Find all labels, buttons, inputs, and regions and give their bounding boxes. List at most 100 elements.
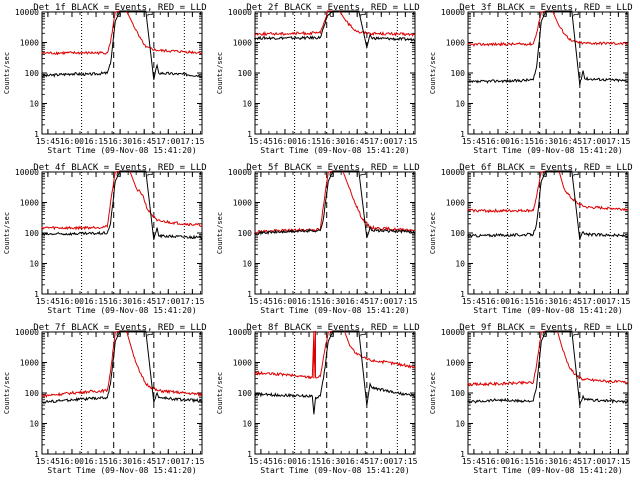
y-tick-label: 1 bbox=[34, 290, 39, 299]
panel-title: Det 3f BLACK = Events, RED = LLD bbox=[459, 3, 632, 13]
x-tick-label: 16:15 bbox=[297, 457, 321, 466]
events-series-line bbox=[467, 170, 629, 240]
x-axis-label: Start Time (09-Nov-08 15:41:20) bbox=[473, 146, 622, 155]
x-tick-label: 16:45 bbox=[345, 137, 369, 146]
x-tick-label: 16:30 bbox=[321, 137, 345, 146]
x-tick-label: 15:45 bbox=[36, 137, 60, 146]
peak-marker: o bbox=[116, 10, 121, 20]
y-tick-label: 1 bbox=[460, 450, 465, 459]
y-tick-label: 1000 bbox=[20, 359, 39, 368]
corner-marker: ⌐ bbox=[573, 171, 578, 181]
lld-series-line bbox=[41, 330, 203, 399]
x-tick-label: 16:00 bbox=[60, 297, 84, 306]
panel-title: Det 2f BLACK = Events, RED = LLD bbox=[246, 3, 419, 13]
y-tick-label: 10 bbox=[29, 260, 39, 269]
lld-series-line bbox=[467, 10, 629, 47]
x-tick-label: 16:45 bbox=[345, 457, 369, 466]
y-axis-label: Counts/sec bbox=[429, 52, 437, 94]
plot-frame bbox=[254, 171, 416, 295]
y-tick-label: 1 bbox=[34, 450, 39, 459]
detector-panel: Det 1f BLACK = Events, RED = LLD 1 10 100 10… bbox=[3, 3, 207, 155]
corner-marker: ⌐ bbox=[147, 171, 152, 181]
x-tick-label: 17:00 bbox=[369, 457, 393, 466]
x-tick-label: 16:30 bbox=[321, 297, 345, 306]
x-tick-label: 17:15 bbox=[393, 137, 417, 146]
corner-marker: ⌐ bbox=[147, 11, 152, 21]
y-tick-label: 10000 bbox=[228, 8, 252, 17]
x-tick-label: 15:45 bbox=[249, 137, 273, 146]
corner-marker: ⌐ bbox=[360, 331, 365, 341]
x-tick-label: 17:15 bbox=[606, 297, 630, 306]
y-tick-label: 1 bbox=[460, 290, 465, 299]
events-series-line bbox=[41, 170, 203, 241]
panel-title: Det 5f BLACK = Events, RED = LLD bbox=[246, 163, 419, 173]
x-tick-label: 16:00 bbox=[273, 137, 297, 146]
events-series-line bbox=[467, 10, 629, 86]
x-tick-label: 15:45 bbox=[36, 297, 60, 306]
y-tick-label: 1000 bbox=[20, 199, 39, 208]
x-tick-label: 16:30 bbox=[108, 457, 132, 466]
y-tick-label: 1 bbox=[247, 450, 252, 459]
y-tick-label: 1000 bbox=[233, 359, 252, 368]
y-tick-label: 10000 bbox=[15, 168, 39, 177]
events-series-line bbox=[41, 10, 203, 80]
lld-series-line bbox=[41, 170, 203, 231]
lld-series-line bbox=[467, 330, 628, 387]
x-tick-label: 16:30 bbox=[534, 297, 558, 306]
y-tick-label: 10000 bbox=[15, 8, 39, 17]
y-tick-label: 10 bbox=[29, 420, 39, 429]
x-tick-label: 17:00 bbox=[582, 297, 606, 306]
x-tick-label: 15:45 bbox=[249, 457, 273, 466]
peak-marker: o bbox=[329, 170, 334, 180]
y-tick-label: 1 bbox=[247, 290, 252, 299]
y-tick-label: 100 bbox=[451, 389, 466, 398]
y-tick-label: 10 bbox=[455, 260, 465, 269]
y-tick-label: 10 bbox=[242, 260, 252, 269]
y-tick-label: 1000 bbox=[233, 199, 252, 208]
x-tick-label: 17:15 bbox=[606, 457, 630, 466]
y-axis-label: Counts/sec bbox=[216, 212, 224, 254]
x-tick-label: 16:15 bbox=[510, 297, 534, 306]
x-tick-label: 16:30 bbox=[534, 457, 558, 466]
x-tick-label: 16:00 bbox=[486, 457, 510, 466]
lld-series-line bbox=[254, 10, 416, 37]
x-axis-label: Start Time (09-Nov-08 15:41:20) bbox=[473, 306, 622, 315]
y-tick-label: 10 bbox=[29, 100, 39, 109]
x-tick-label: 16:15 bbox=[297, 137, 321, 146]
corner-marker: ⌐ bbox=[360, 171, 365, 181]
x-tick-label: 16:00 bbox=[60, 457, 84, 466]
y-axis-label: Counts/sec bbox=[3, 372, 11, 414]
x-axis-label: Start Time (09-Nov-08 15:41:20) bbox=[47, 306, 196, 315]
x-tick-label: 16:45 bbox=[558, 297, 582, 306]
y-axis-label: Counts/sec bbox=[216, 52, 224, 94]
plot-frame bbox=[467, 331, 629, 455]
panel-title: Det 6f BLACK = Events, RED = LLD bbox=[459, 163, 632, 173]
plot-frame bbox=[467, 11, 629, 135]
detector-panel: Det 8f BLACK = Events, RED = LLD 1 10 100 10… bbox=[216, 323, 420, 475]
x-tick-label: 16:45 bbox=[132, 297, 156, 306]
x-tick-label: 16:45 bbox=[558, 457, 582, 466]
x-tick-label: 16:45 bbox=[558, 137, 582, 146]
detector-panel: Det 9f BLACK = Events, RED = LLD 1 10 100 10… bbox=[429, 323, 633, 475]
plot-frame bbox=[41, 171, 203, 295]
y-tick-label: 10000 bbox=[441, 328, 465, 337]
x-tick-label: 16:15 bbox=[510, 457, 534, 466]
corner-marker: ⌐ bbox=[147, 331, 152, 341]
lld-series-line bbox=[41, 10, 203, 56]
x-tick-label: 16:00 bbox=[60, 137, 84, 146]
x-tick-label: 17:15 bbox=[393, 297, 417, 306]
detector-panel: Det 6f BLACK = Events, RED = LLD 1 10 100 10… bbox=[429, 163, 633, 315]
detector-panel: Det 2f BLACK = Events, RED = LLD 1 10 100 10… bbox=[216, 3, 420, 155]
x-tick-label: 17:15 bbox=[180, 457, 204, 466]
x-tick-label: 16:00 bbox=[486, 137, 510, 146]
x-tick-label: 16:15 bbox=[510, 137, 534, 146]
x-tick-label: 16:00 bbox=[273, 297, 297, 306]
corner-marker: ⌐ bbox=[573, 331, 578, 341]
peak-marker: o bbox=[329, 10, 334, 20]
y-tick-label: 1 bbox=[34, 130, 39, 139]
y-tick-label: 1000 bbox=[20, 39, 39, 48]
y-tick-label: 100 bbox=[25, 229, 40, 238]
y-tick-label: 10000 bbox=[228, 168, 252, 177]
x-tick-label: 17:15 bbox=[180, 137, 204, 146]
